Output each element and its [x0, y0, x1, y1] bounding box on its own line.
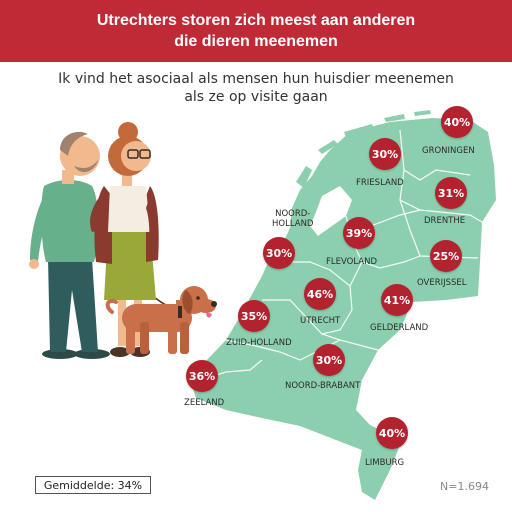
sample-size: N=1.694 [440, 480, 489, 493]
subtitle-line1: Ik vind het asociaal als mensen hun huis… [58, 71, 454, 87]
label-utrecht: UTRECHT [300, 316, 341, 326]
label-gelderland: GELDERLAND [370, 323, 429, 333]
badge-noord-brabant: 30% [313, 344, 345, 376]
map-island-texel [296, 166, 312, 188]
label-noord-holland: NOORD- HOLLAND [272, 209, 313, 229]
label-limburg: LIMBURG [365, 458, 405, 468]
dog-illustration [105, 286, 217, 354]
badge-drenthe: 31% [435, 177, 467, 209]
map-island-ameland [384, 114, 405, 122]
subtitle: Ik vind het asociaal als mensen hun huis… [0, 70, 512, 106]
netherlands-map [190, 110, 496, 500]
badge-flevoland: 39% [343, 217, 375, 249]
label-noord-brabant: NOORD-BRABANT [285, 381, 361, 391]
badge-zuid-holland: 35% [238, 300, 270, 332]
header-title-line1: Utrechters storen zich meest aan anderen [96, 12, 416, 29]
map-island-terschelling [344, 124, 374, 137]
map-mainland [190, 118, 496, 500]
badge-friesland: 30% [369, 138, 401, 170]
man-illustration [29, 131, 112, 359]
label-zeeland: ZEELAND [184, 398, 225, 408]
badge-groningen: 40% [441, 106, 473, 138]
label-noord-holland-line1: NOORD- [275, 209, 311, 219]
badge-overijssel: 25% [430, 240, 462, 272]
label-zuid-holland: ZUID-HOLLAND [226, 338, 292, 348]
header-banner: Utrechters storen zich meest aan anderen… [0, 0, 512, 62]
label-friesland: FRIESLAND [356, 178, 404, 188]
label-groningen: GRONINGEN [422, 146, 475, 156]
map-island-vlieland [318, 140, 338, 154]
average-box: Gemiddelde: 34% [35, 476, 151, 494]
label-overijssel: OVERIJSSEL [417, 278, 467, 288]
map-ijsselmeer [310, 186, 352, 236]
label-noord-holland-line2: HOLLAND [272, 219, 314, 229]
badge-limburg: 40% [376, 417, 408, 449]
label-drenthe: DRENTHE [424, 216, 466, 226]
badge-noord-holland: 30% [263, 237, 295, 269]
map-island-schiermonnikoog [414, 110, 431, 116]
header-title-line2: die dieren meenemen [174, 33, 338, 50]
badge-gelderland: 41% [381, 284, 413, 316]
subtitle-line2: als ze op visite gaan [184, 89, 328, 105]
badge-utrecht: 46% [304, 278, 336, 310]
label-flevoland: FLEVOLAND [326, 257, 377, 267]
badge-zeeland: 36% [186, 360, 218, 392]
